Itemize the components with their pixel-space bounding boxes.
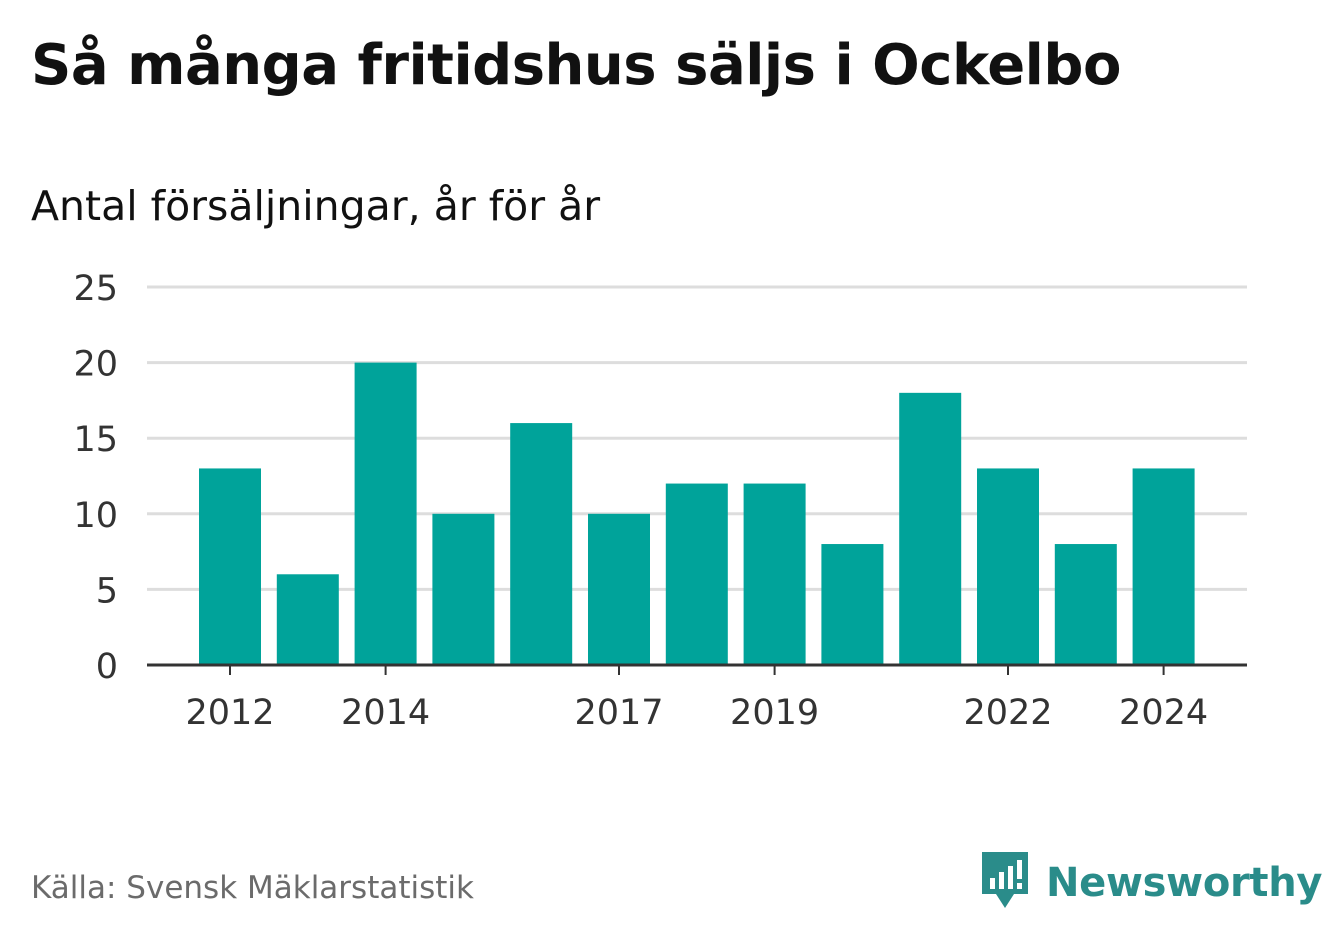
bar-2013 — [276, 574, 339, 665]
bar-2024 — [1132, 468, 1195, 665]
bar-chart: 0 5 10 15 20 25 2012 2014 2017 2019 2022 2024 — [73, 269, 1247, 733]
x-tick-label-2024: 2024 — [1119, 693, 1208, 733]
bar-2018 — [665, 483, 728, 665]
x-tick-label-2017: 2017 — [574, 693, 663, 733]
source-note: Källa: Svensk Mäklarstatistik — [31, 870, 474, 906]
bar-2023 — [1054, 544, 1117, 665]
bar-2016 — [510, 423, 573, 665]
bar-2017 — [588, 513, 650, 665]
x-tick-label-2012: 2012 — [185, 693, 274, 733]
x-axis-ticks: 2012 2014 2017 2019 2022 2024 — [185, 665, 1208, 733]
y-tick-label-10: 10 — [73, 496, 118, 536]
chart-title: Så många fritidshus säljs i Ockelbo — [31, 33, 1121, 98]
brand-name: Newsworthy — [1046, 860, 1322, 906]
brand-logo: Newsworthy — [980, 850, 1322, 916]
y-tick-label-5: 5 — [96, 571, 118, 611]
bar-2020 — [821, 544, 884, 665]
y-tick-label-20: 20 — [73, 345, 118, 385]
bar-2021 — [899, 392, 962, 665]
newsworthy-logo-icon — [980, 850, 1030, 916]
bars — [199, 362, 1195, 665]
x-tick-label-2014: 2014 — [341, 693, 430, 733]
x-tick-label-2019: 2019 — [730, 693, 819, 733]
bar-2015 — [432, 513, 495, 665]
chart-subtitle: Antal försäljningar, år för år — [31, 182, 601, 230]
y-tick-label-0: 0 — [96, 647, 118, 687]
x-tick-label-2022: 2022 — [963, 693, 1052, 733]
y-tick-label-15: 15 — [73, 420, 118, 460]
y-axis-ticks: 0 5 10 15 20 25 — [73, 269, 118, 687]
bar-2022 — [977, 468, 1039, 665]
bar-2014 — [354, 362, 417, 665]
bar-2012 — [199, 468, 261, 665]
bar-2019 — [743, 483, 806, 665]
y-tick-label-25: 25 — [73, 269, 118, 309]
